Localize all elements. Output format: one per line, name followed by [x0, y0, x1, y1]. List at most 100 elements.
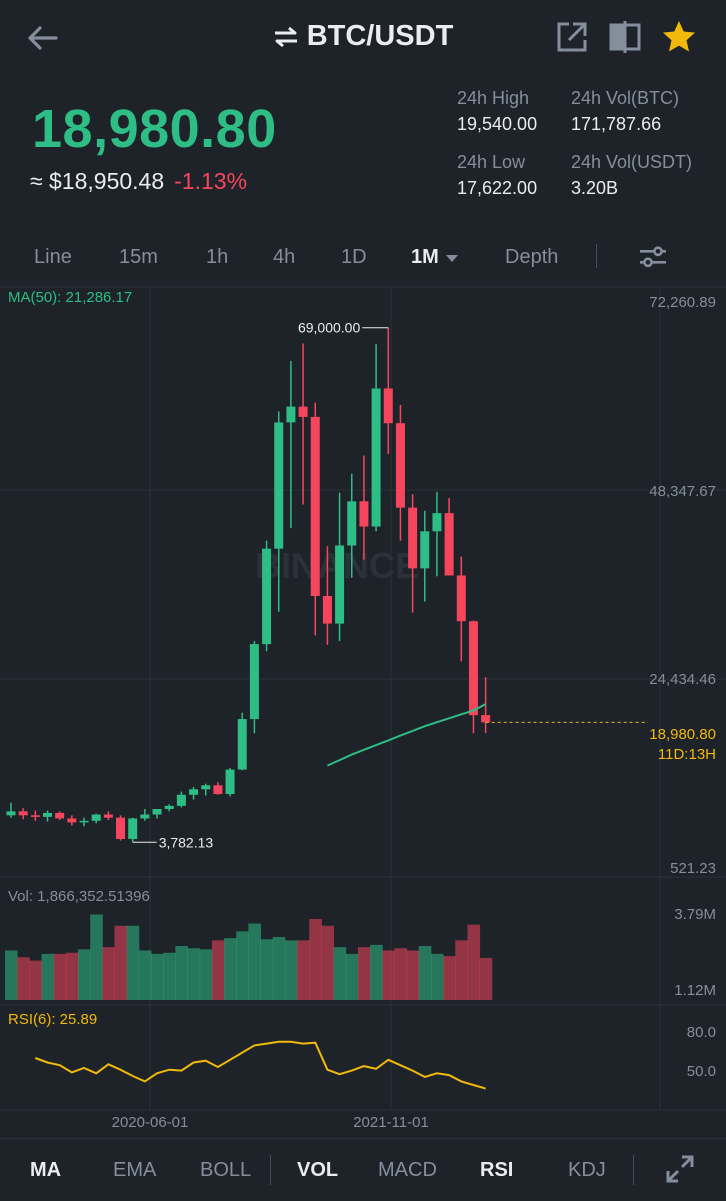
candle-body	[322, 595, 332, 624]
volume-bar	[357, 947, 371, 1000]
candle	[371, 344, 381, 532]
candle	[298, 343, 308, 505]
back-arrow-icon[interactable]	[22, 20, 62, 56]
indicator-bar: MA EMA BOLL VOL MACD RSI KDJ	[0, 1138, 726, 1201]
candle-body	[128, 818, 138, 839]
candle-body	[225, 769, 235, 795]
volume-bar	[41, 953, 55, 1000]
indicator-vol[interactable]: VOL	[297, 1159, 339, 1181]
indicator-macd[interactable]: MACD	[378, 1159, 437, 1181]
candle	[67, 815, 77, 826]
candle	[395, 405, 405, 541]
interval-15m[interactable]: 15m	[119, 246, 158, 268]
candle-body	[420, 531, 430, 569]
chart-area[interactable]: BINANCE MA(50): 21,286.17 72,260.89 48,3…	[0, 282, 726, 1137]
volume-bar	[126, 925, 140, 1000]
candle	[189, 786, 199, 800]
candle	[79, 817, 89, 827]
candle-body	[262, 548, 272, 645]
candle-body	[481, 715, 491, 723]
vol-tick-low: 1.12M	[674, 982, 716, 999]
volume-bar	[443, 956, 456, 1000]
candle-body	[116, 817, 126, 839]
volume-bar	[309, 919, 322, 1000]
candle-body	[55, 812, 65, 819]
candle	[43, 810, 53, 822]
volume-bar	[345, 953, 359, 1000]
share-icon[interactable]	[555, 20, 589, 54]
fiat-price: ≈ $18,950.48	[30, 168, 165, 194]
candle	[286, 360, 296, 529]
candle-body	[164, 805, 174, 809]
indicator-kdj[interactable]: KDJ	[568, 1159, 606, 1181]
candle	[91, 813, 101, 824]
top-bar: BTC/USDT	[0, 0, 726, 78]
stat-vol-usdt-label: 24h Vol(USDT)	[571, 152, 693, 172]
star-icon[interactable]	[660, 18, 698, 56]
vol-tick-high: 3.79M	[674, 906, 716, 923]
interval-4h[interactable]: 4h	[273, 246, 296, 268]
volume-label: Vol: 1,866,352.51396	[8, 888, 150, 905]
split-view-icon[interactable]	[608, 20, 642, 54]
interval-1m[interactable]: 1M	[411, 246, 459, 269]
x-tick-2: 2021-11-01	[353, 1114, 429, 1131]
stat-vol-btc-label: 24h Vol(BTC)	[571, 88, 680, 108]
candle	[274, 411, 284, 612]
candle-body	[201, 785, 211, 790]
volume-bar	[211, 940, 225, 1000]
indicator-ema[interactable]: EMA	[113, 1159, 157, 1181]
candle	[140, 808, 150, 821]
candle	[322, 546, 332, 645]
candle	[18, 808, 28, 820]
volume-bar	[29, 960, 42, 1000]
volume-bars	[5, 914, 493, 1000]
candle	[383, 327, 393, 454]
pair-title[interactable]: BTC/USDT	[0, 20, 726, 53]
candle	[468, 620, 478, 734]
volume-bar	[90, 914, 103, 1000]
indicator-rsi[interactable]: RSI	[480, 1159, 514, 1181]
low-marker: 3,782.13	[159, 834, 214, 850]
candle-body	[213, 785, 223, 795]
candle	[213, 782, 223, 795]
volume-bar	[370, 944, 383, 1000]
candle	[237, 712, 247, 771]
settings-sliders-icon[interactable]	[638, 242, 668, 272]
volume-bar	[297, 940, 310, 1000]
candle	[408, 494, 418, 613]
candle	[347, 473, 357, 578]
candle-body	[67, 818, 77, 823]
candle	[310, 402, 320, 636]
y-tick-4: 521.23	[670, 860, 716, 877]
candle	[201, 783, 211, 796]
candle	[176, 791, 186, 808]
indicator-ma[interactable]: MA	[30, 1159, 62, 1181]
candle	[456, 556, 466, 662]
volume-bar	[430, 953, 444, 1000]
rsi-label: RSI(6): 25.89	[8, 1011, 97, 1028]
candlestick-series	[6, 327, 491, 843]
indicator-boll[interactable]: BOLL	[200, 1159, 252, 1181]
candle	[420, 510, 430, 602]
interval-line[interactable]: Line	[34, 246, 72, 268]
candle	[225, 767, 235, 797]
candle-body	[468, 621, 478, 716]
candle	[164, 804, 174, 812]
fullscreen-icon[interactable]	[664, 1153, 696, 1185]
interval-depth[interactable]: Depth	[505, 246, 559, 268]
candle	[335, 492, 345, 641]
volume-bar	[163, 952, 176, 1000]
volume-bar	[138, 950, 152, 1000]
ma-label: MA(50): 21,286.17	[8, 289, 132, 306]
swap-icon	[274, 27, 297, 48]
rsi-tick-80: 80.0	[687, 1024, 716, 1041]
volume-bar	[418, 946, 432, 1000]
volume-bar	[78, 949, 91, 1000]
candle-body	[335, 545, 345, 624]
volume-bar	[187, 948, 201, 1000]
interval-1h[interactable]: 1h	[206, 246, 229, 268]
volume-bar	[479, 957, 493, 1000]
interval-1d[interactable]: 1D	[341, 246, 367, 268]
indicator-divider-1	[270, 1155, 271, 1185]
candle	[359, 455, 369, 560]
